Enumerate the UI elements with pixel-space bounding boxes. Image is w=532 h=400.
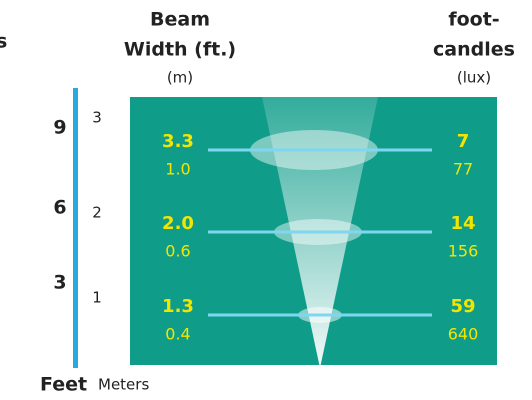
beam-ft: 2.0 — [162, 213, 194, 234]
feet-value: 6 — [53, 197, 66, 219]
lux-value: 77 — [453, 160, 473, 179]
feet-value: 9 — [53, 117, 66, 139]
beam-ft: 1.3 — [162, 296, 194, 317]
fc-header: foot- — [448, 9, 499, 31]
meters-value: 2 — [92, 204, 102, 222]
lux-value: 640 — [448, 325, 479, 344]
meters-label: Meters — [98, 376, 149, 394]
meters-value: 3 — [92, 109, 102, 127]
cropped-label: s — [0, 31, 7, 53]
beam-m: 0.6 — [165, 242, 190, 261]
fc-header: candles — [433, 39, 515, 61]
lux-value: 156 — [448, 242, 479, 261]
beam-ft: 3.3 — [162, 131, 194, 152]
feet-value: 3 — [53, 272, 66, 294]
fc-value: 7 — [457, 131, 470, 152]
meters-value: 1 — [92, 289, 102, 307]
beam-m: 0.4 — [165, 325, 190, 344]
scale-bar — [73, 88, 78, 368]
beam-header: Beam — [150, 9, 210, 31]
fc-unit: (lux) — [457, 69, 491, 87]
feet-label: Feet — [40, 374, 87, 396]
beam-unit: (m) — [167, 69, 193, 87]
fc-value: 59 — [450, 296, 475, 317]
beam-header: Width (ft.) — [124, 39, 236, 61]
fc-value: 14 — [450, 213, 475, 234]
beam-m: 1.0 — [165, 160, 190, 179]
